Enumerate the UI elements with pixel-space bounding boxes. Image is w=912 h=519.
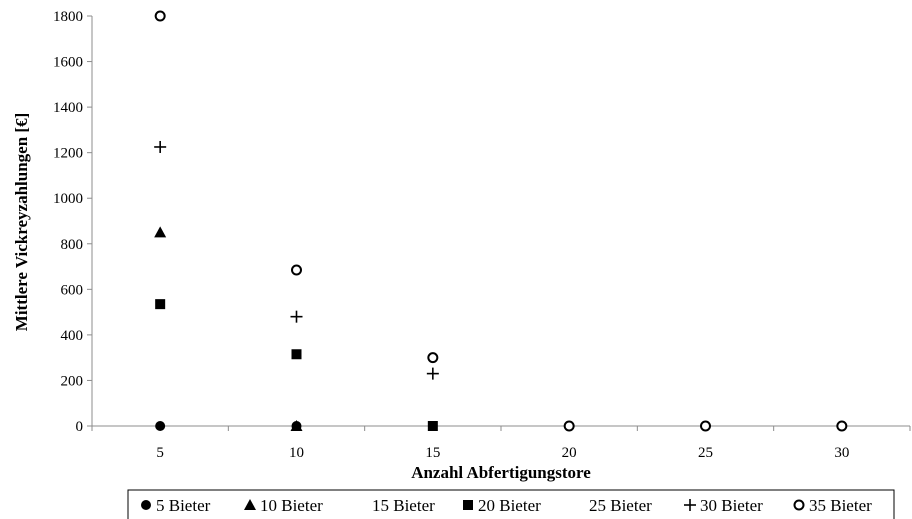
legend-item: 20 Bieter [463, 496, 541, 515]
legend-item: 30 Bieter [684, 496, 763, 515]
marker-shape [291, 264, 302, 276]
legend-marker [463, 500, 473, 510]
marker-shape [427, 421, 438, 431]
legend-item: 35 Bieter [793, 496, 872, 515]
x-axis-title: Anzahl Abfertigungstore [411, 463, 591, 482]
y-tick-label: 1200 [53, 146, 83, 162]
legend-label: 5 Bieter [156, 496, 211, 515]
legend-item: 25 Bieter [589, 496, 652, 515]
data-point [700, 420, 711, 432]
marker-shape [793, 499, 805, 511]
x-tick-label: 25 [698, 445, 713, 461]
legend-label: 35 Bieter [809, 496, 872, 515]
data-point [427, 352, 439, 364]
marker-shape [290, 420, 303, 431]
legend-item: 10 Bieter [244, 496, 323, 515]
data-point [291, 264, 302, 276]
data-point [426, 367, 439, 380]
legend-label: 20 Bieter [478, 496, 541, 515]
x-tick-label: 30 [834, 445, 849, 461]
y-tick-label: 600 [61, 282, 84, 298]
data-point [427, 421, 438, 431]
legend-marker [244, 499, 256, 510]
x-tick-label: 10 [289, 445, 304, 461]
marker-shape [291, 349, 302, 360]
marker-shape [154, 226, 167, 238]
marker-shape [463, 500, 473, 510]
legend-label: 15 Bieter [372, 496, 435, 515]
marker-shape [836, 420, 848, 432]
y-axis-title: Mittlere Vickreyzahlungen [€] [12, 113, 31, 331]
data-point [836, 420, 848, 432]
data-point [290, 310, 303, 323]
legend-item: 5 Bieter [141, 496, 211, 515]
legend-box [127, 489, 895, 519]
y-tick-label: 1400 [53, 100, 83, 116]
marker-shape [155, 299, 166, 310]
legend-marker [793, 499, 805, 511]
data-point [154, 226, 167, 238]
marker-shape [563, 420, 575, 432]
legend-label: 25 Bieter [589, 496, 652, 515]
y-tick-label: 400 [61, 328, 84, 344]
y-tick-label: 1800 [53, 9, 83, 25]
x-tick-label: 15 [425, 445, 440, 461]
marker-shape [427, 352, 439, 364]
y-tick-label: 1000 [53, 191, 83, 207]
data-point [291, 349, 302, 360]
marker-shape [700, 420, 711, 432]
legend-label: 10 Bieter [260, 496, 323, 515]
plot-area: 0 200 400 600 800 1000 1200 1400 1600 1800 5 10 15 20… [53, 9, 911, 461]
data-point [155, 299, 166, 310]
marker-shape [154, 10, 166, 22]
legend-label: 30 Bieter [700, 496, 763, 515]
marker-shape [155, 421, 166, 431]
marker-shape [141, 500, 151, 510]
data-point [154, 140, 167, 153]
legend-marker [684, 499, 696, 511]
y-tick-label: 0 [76, 419, 84, 435]
data-point [155, 421, 166, 431]
y-tick-label: 1600 [53, 55, 83, 71]
data-point [154, 10, 166, 22]
x-tick-label: 5 [156, 445, 164, 461]
legend-marker [141, 500, 151, 510]
data-point [563, 420, 575, 432]
data-point [290, 420, 303, 431]
marker-shape [244, 499, 256, 510]
x-tick-label: 20 [562, 445, 577, 461]
legend-item: 15 Bieter [372, 496, 435, 515]
y-tick-label: 800 [61, 237, 84, 253]
y-tick-label: 200 [61, 373, 84, 389]
legend: 5 Bieter 10 Bieter 15 Bieter 20 Bieter 25 Bi… [127, 489, 895, 519]
